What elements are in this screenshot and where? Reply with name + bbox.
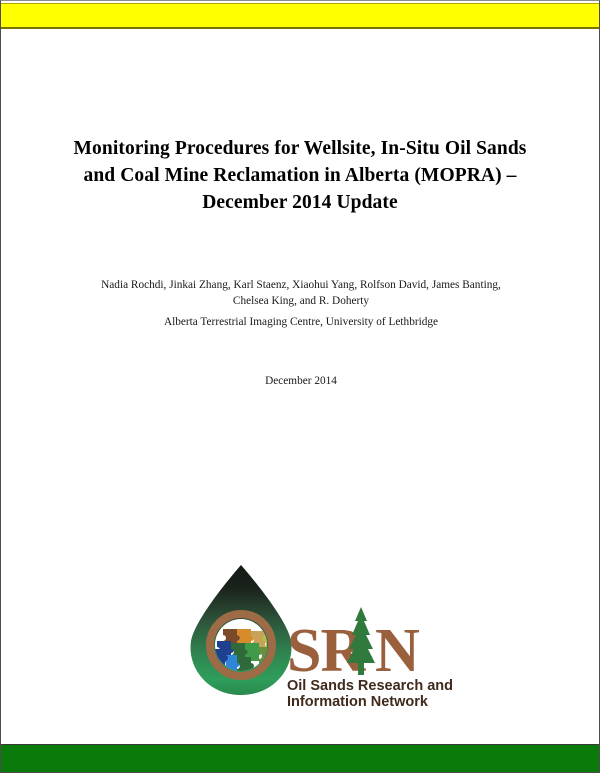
logo-acronym-n: N <box>375 617 420 685</box>
title-line-3: December 2014 Update <box>202 192 398 213</box>
affiliation-line: Alberta Terrestrial Imaging Centre, Univ… <box>163 316 439 328</box>
logo-tagline-line-1: Oil Sands Research and <box>287 678 453 694</box>
puzzle-globe-icon <box>206 610 276 680</box>
page-title: Monitoring Procedures for Wellsite, In-S… <box>53 135 547 216</box>
conifer-tree-icon <box>347 607 375 675</box>
logo-tagline-line-2: Information Network <box>287 694 429 709</box>
author-list: Nadia Rochdi, Jinkai Zhang, Karl Staenz,… <box>61 278 541 309</box>
author-line-1: Nadia Rochdi, Jinkai Zhang, Karl Staenz,… <box>101 279 501 291</box>
top-yellow-banner <box>1 3 599 29</box>
title-line-2: and Coal Mine Reclamation in Alberta (MO… <box>83 165 517 186</box>
publication-date: December 2014 <box>265 375 337 387</box>
title-line-1: Monitoring Procedures for Wellsite, In-S… <box>73 138 527 159</box>
author-line-2: Chelsea King, and R. Doherty <box>232 294 370 307</box>
osrin-logo: SR N Oil Sands Research and Information … <box>179 559 459 709</box>
bottom-green-banner <box>1 744 599 772</box>
